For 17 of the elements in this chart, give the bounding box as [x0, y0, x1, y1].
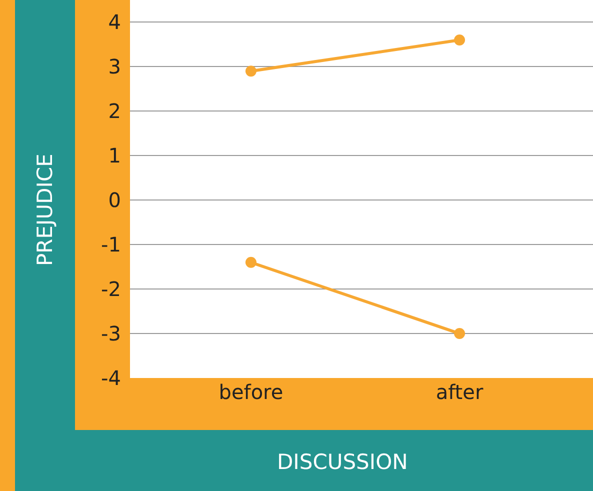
- point: [454, 34, 466, 46]
- point: [245, 256, 256, 268]
- point: [245, 66, 256, 77]
- y-tick-label: -1: [101, 232, 121, 257]
- y-tick-label: 3: [108, 54, 121, 79]
- y-axis-title: PREJUDICE: [33, 154, 57, 266]
- y-tick-label: -3: [101, 322, 121, 346]
- y-tick-label: 0: [108, 188, 121, 212]
- y-tick-label: -4: [101, 366, 121, 390]
- point: [454, 328, 466, 340]
- x-tick-label: after: [436, 380, 484, 404]
- y-tick-label: 2: [108, 99, 121, 124]
- y-tick-label: 4: [108, 10, 121, 34]
- x-tick-label: before: [218, 380, 284, 404]
- y-tick-label: 1: [108, 144, 121, 168]
- y-tick-label: -2: [101, 277, 121, 302]
- x-axis-title: DISCUSSION: [277, 450, 408, 474]
